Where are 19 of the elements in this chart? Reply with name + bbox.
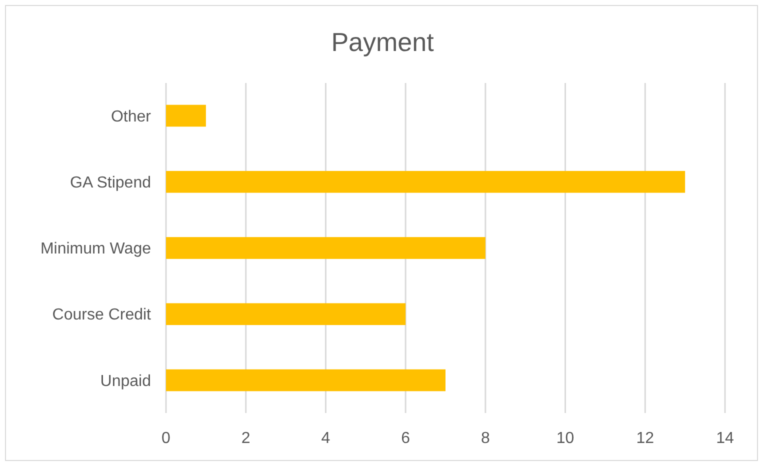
y-tick-label: Minimum Wage bbox=[40, 240, 152, 258]
y-tick-label: GA Stipend bbox=[70, 174, 151, 192]
x-tick-label: 12 bbox=[636, 430, 654, 447]
bar bbox=[166, 369, 446, 392]
y-tick-label: Other bbox=[110, 108, 152, 126]
x-tick-label: 8 bbox=[480, 430, 490, 447]
y-tick-label: Course Credit bbox=[52, 306, 152, 324]
x-tick-label: 10 bbox=[556, 430, 574, 447]
bar bbox=[166, 104, 206, 127]
x-tick-label: 4 bbox=[321, 430, 330, 447]
bar bbox=[166, 170, 686, 193]
chart-title: Payment bbox=[331, 27, 435, 57]
x-tick-label: 6 bbox=[401, 430, 410, 447]
x-tick-label: 2 bbox=[241, 430, 250, 447]
x-tick-label: 14 bbox=[716, 430, 734, 447]
x-tick-label: 0 bbox=[162, 430, 171, 447]
bar bbox=[166, 237, 486, 259]
y-tick-label: Unpaid bbox=[100, 372, 151, 390]
bar bbox=[166, 303, 406, 326]
